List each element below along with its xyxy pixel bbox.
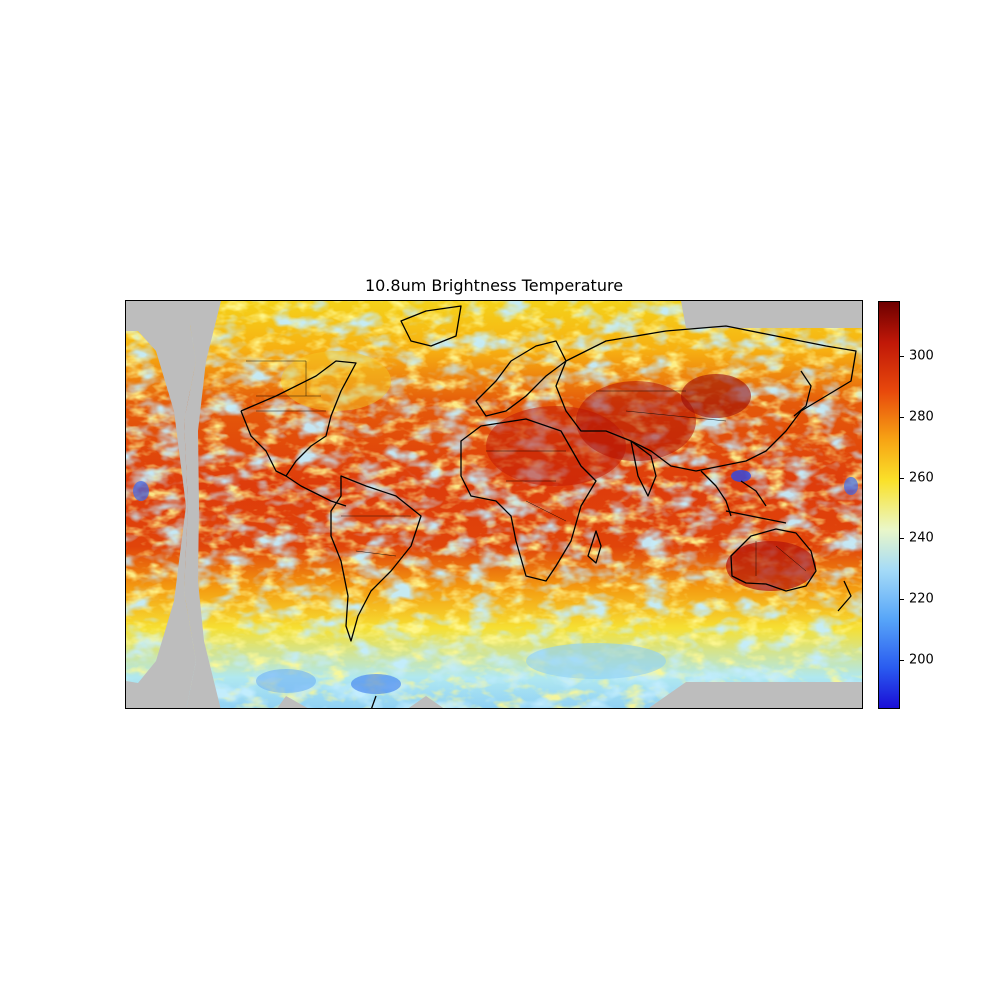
- colorbar-ticks: 200 220 240 260 280 300: [900, 301, 960, 709]
- country-borders: [246, 360, 807, 576]
- colorbar-tick-label: 260: [909, 470, 934, 486]
- colorbar-tick-label: 300: [909, 348, 934, 364]
- colorbar-tick-label: 280: [909, 409, 934, 425]
- colorbar-tick-mark: [900, 538, 904, 540]
- temperature-field: [126, 301, 862, 708]
- chart-title: 10.8um Brightness Temperature: [364, 276, 624, 295]
- coastlines: [240, 305, 857, 708]
- colorbar-tick-mark: [900, 599, 904, 601]
- colorbar-tick-mark: [900, 477, 904, 479]
- colorbar-tick-mark: [900, 355, 904, 357]
- brightness-temperature-map: [125, 300, 863, 709]
- colorbar: [878, 301, 900, 709]
- colorbar-tick-mark: [900, 416, 904, 418]
- colorbar-tick-label: 200: [909, 652, 934, 668]
- no-data-regions: [126, 301, 862, 708]
- colorbar-tick-mark: [900, 660, 904, 662]
- colorbar-tick-label: 240: [909, 530, 934, 546]
- colorbar-tick-label: 220: [909, 591, 934, 607]
